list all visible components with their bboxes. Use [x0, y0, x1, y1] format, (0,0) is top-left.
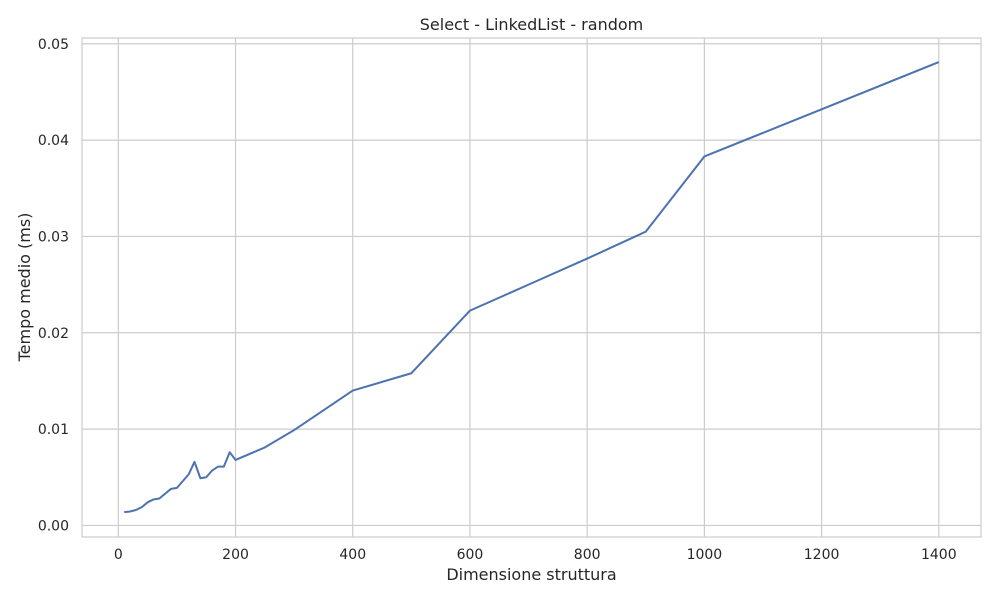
- x-tick-label: 0: [114, 547, 123, 563]
- line-layer: [124, 61, 940, 514]
- y-tick-labels: 0.00 0.01 0.02 0.03 0.04 0.05: [38, 37, 69, 535]
- y-tick-label: 0.04: [38, 133, 69, 149]
- chart-title: Select - LinkedList - random: [420, 15, 643, 34]
- x-tick-label: 400: [339, 547, 366, 563]
- x-tick-label: 800: [574, 547, 601, 563]
- x-tick-label: 1000: [687, 547, 723, 563]
- x-tick-label: 1400: [921, 547, 957, 563]
- grid-layer: [82, 38, 981, 537]
- x-tick-label: 1200: [804, 547, 840, 563]
- y-axis-label: Tempo medio (ms): [15, 213, 34, 363]
- series-line: [124, 61, 940, 514]
- x-tick-label: 600: [457, 547, 484, 563]
- y-tick-label: 0.03: [38, 229, 69, 245]
- plot-area-frame: [81, 37, 982, 538]
- x-tick-label: 200: [222, 547, 249, 563]
- y-tick-label: 0.02: [38, 326, 69, 342]
- y-tick-label: 0.05: [38, 37, 69, 53]
- x-axis-label: Dimensione struttura: [446, 565, 616, 584]
- y-tick-label: 0.01: [38, 422, 69, 438]
- x-tick-labels: 0 200 400 600 800 1000 1200 1400: [114, 547, 957, 563]
- y-tick-label: 0.00: [38, 518, 69, 534]
